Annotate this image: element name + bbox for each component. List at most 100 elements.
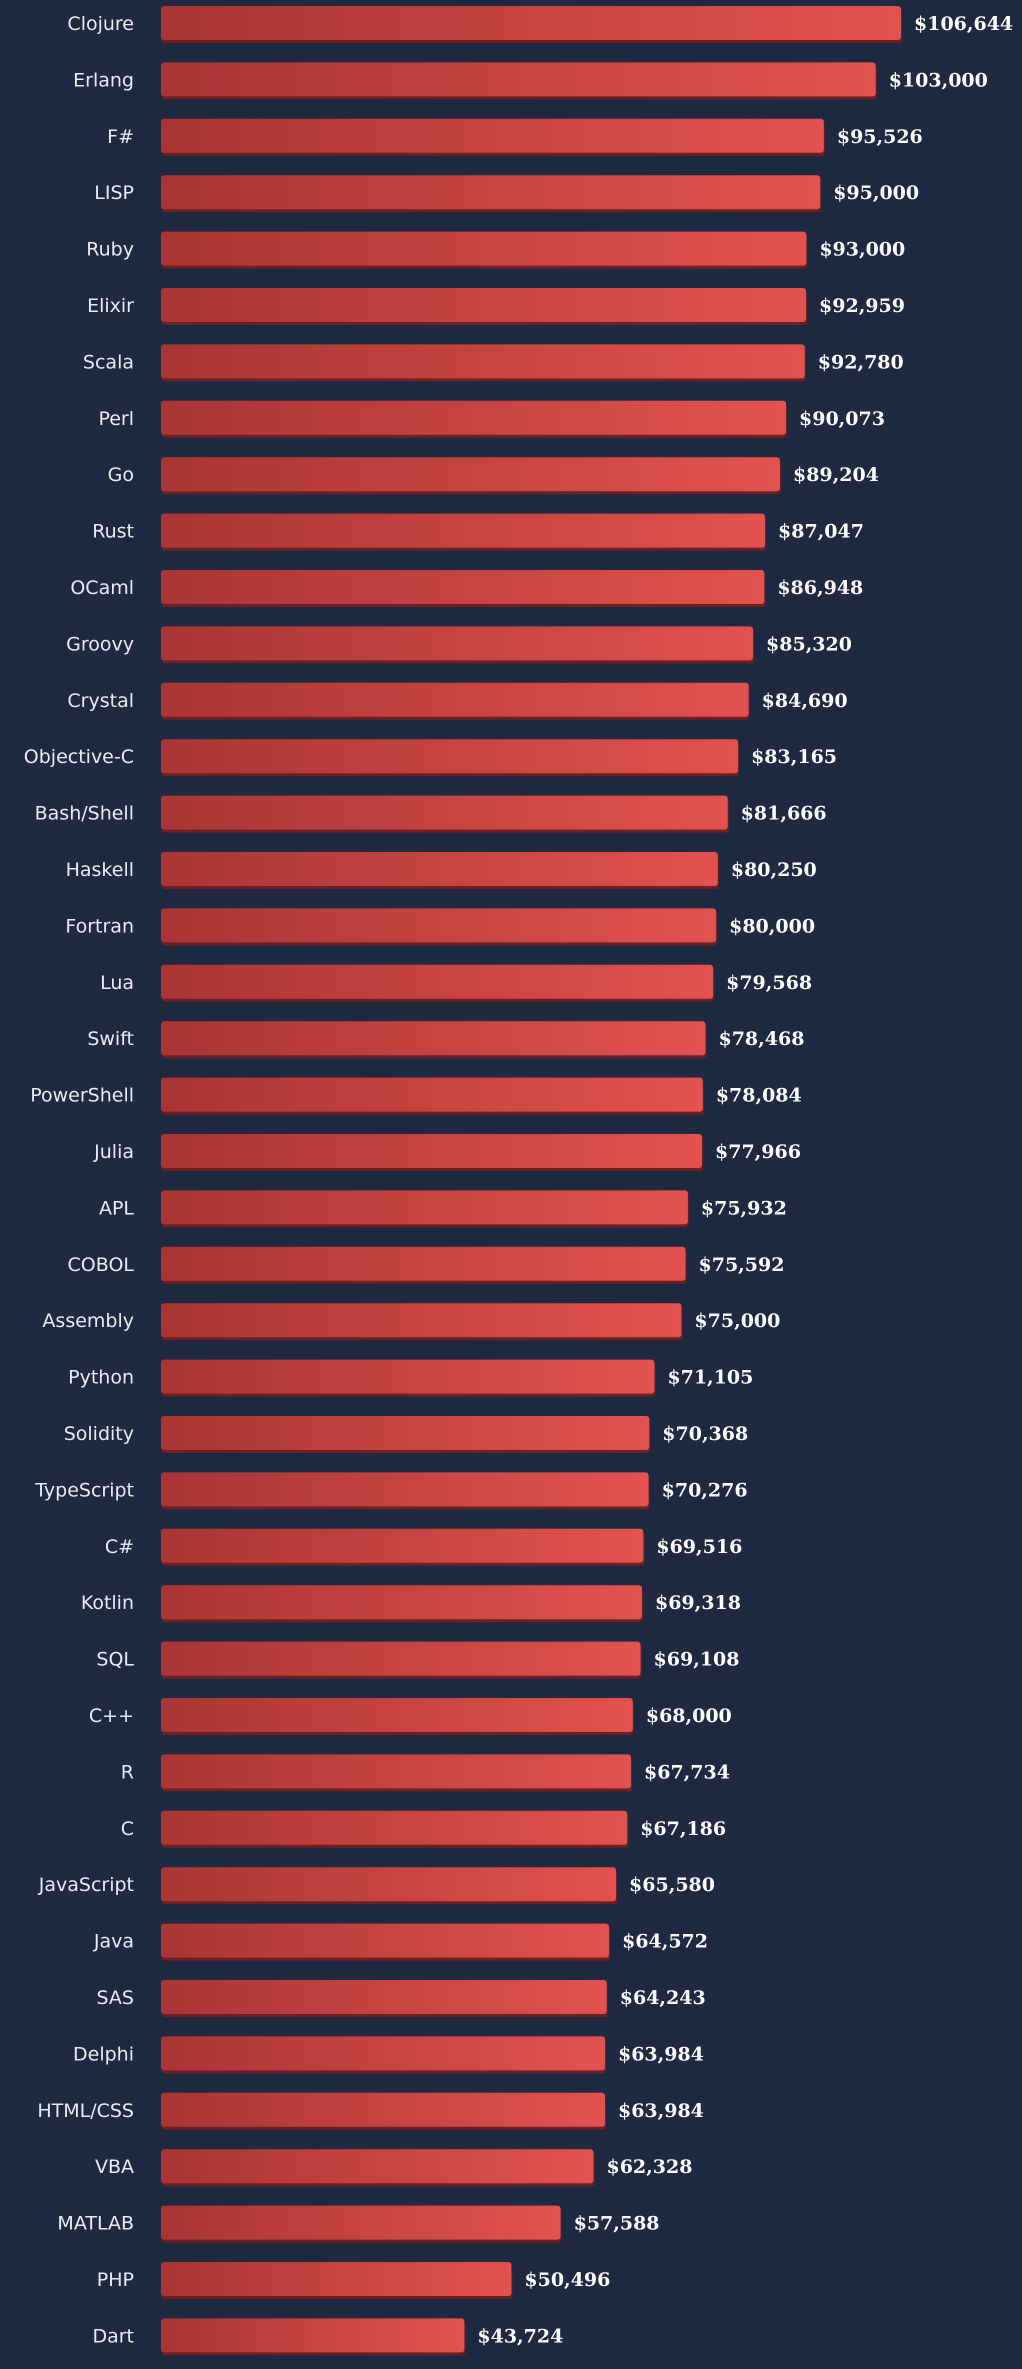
value-label: $63,984	[618, 2100, 704, 2122]
bar	[161, 2205, 561, 2240]
category-label: Scala	[83, 351, 134, 373]
category-label: Solidity	[64, 1423, 134, 1445]
category-label: APL	[99, 1197, 134, 1219]
value-label: $81,666	[741, 803, 827, 825]
value-label: $93,000	[819, 239, 905, 261]
value-label: $75,000	[694, 1310, 780, 1332]
category-label: Erlang	[73, 69, 134, 91]
value-label: $50,496	[524, 2269, 610, 2291]
value-label: $80,000	[729, 915, 815, 937]
bar	[161, 62, 876, 97]
value-label: $103,000	[889, 69, 988, 91]
value-label: $80,250	[731, 859, 817, 881]
category-label: JavaScript	[38, 1874, 134, 1896]
bar	[161, 1923, 610, 1958]
bar	[161, 231, 807, 266]
category-label: VBA	[95, 2156, 134, 2178]
category-label: PHP	[97, 2269, 134, 2291]
value-label: $70,276	[662, 1479, 748, 1501]
bar	[161, 1980, 607, 2014]
value-label: $89,204	[793, 464, 879, 486]
value-label: $63,984	[618, 2043, 704, 2065]
bar	[161, 118, 824, 153]
category-label: Java	[93, 1931, 134, 1953]
value-label: $86,948	[777, 577, 863, 599]
category-label: PowerShell	[30, 1085, 134, 1107]
bar	[161, 1472, 649, 1507]
value-label: $64,572	[622, 1931, 708, 1953]
category-label: Bash/Shell	[35, 803, 134, 825]
bar	[161, 2092, 605, 2127]
bar	[161, 6, 901, 40]
bar	[161, 795, 728, 830]
value-label: $75,932	[701, 1197, 787, 1219]
value-label: $62,328	[606, 2156, 692, 2178]
value-label: $69,516	[656, 1536, 742, 1558]
category-label: C	[121, 1818, 134, 1840]
value-label: $84,690	[762, 690, 848, 712]
bar	[161, 513, 766, 548]
category-label: Julia	[93, 1141, 134, 1163]
bar	[161, 1246, 686, 1281]
category-label: Haskell	[66, 859, 134, 881]
value-label: $95,526	[837, 126, 923, 148]
value-label: $92,959	[819, 295, 905, 317]
bar	[161, 2036, 605, 2071]
bar	[161, 1359, 655, 1394]
category-label: Crystal	[67, 690, 134, 712]
bar	[161, 1416, 650, 1450]
value-label: $85,320	[766, 633, 852, 655]
bar	[161, 2149, 594, 2184]
category-label: Fortran	[65, 915, 134, 937]
value-label: $87,047	[778, 521, 864, 543]
value-label: $83,165	[751, 746, 837, 768]
value-label: $65,580	[629, 1874, 715, 1896]
bar	[161, 570, 765, 604]
category-label: R	[121, 1761, 134, 1783]
value-label: $78,084	[716, 1085, 802, 1107]
category-label: Lua	[100, 972, 134, 994]
category-label: Python	[68, 1367, 134, 1389]
category-label: Delphi	[73, 2043, 134, 2065]
category-label: Assembly	[42, 1310, 134, 1332]
category-label: F#	[107, 126, 134, 148]
bar	[161, 1134, 703, 1168]
bar	[161, 626, 754, 661]
bars-group: Clojure $106,644 Erlang $103,000 F# $95,526 LI…	[24, 6, 1013, 2356]
category-label: Go	[108, 464, 134, 486]
category-label: SQL	[96, 1649, 134, 1671]
bar	[161, 1754, 632, 1789]
value-label: $75,592	[699, 1254, 785, 1276]
category-label: Kotlin	[81, 1592, 134, 1614]
category-label: Ruby	[86, 239, 134, 261]
category-label: MATLAB	[57, 2213, 134, 2235]
category-label: Clojure	[67, 13, 134, 35]
category-label: LISP	[94, 182, 134, 204]
bar	[161, 288, 807, 322]
bar	[161, 1303, 682, 1338]
value-label: $43,724	[477, 2325, 563, 2347]
bar	[161, 1021, 706, 1056]
category-label: Elixir	[87, 295, 134, 317]
value-label: $71,105	[667, 1367, 753, 1389]
bar	[161, 175, 821, 210]
bar	[161, 2262, 512, 2296]
category-label: TypeScript	[34, 1479, 134, 1501]
value-label: $77,966	[715, 1141, 801, 1163]
bar	[161, 682, 749, 717]
bar	[161, 400, 787, 435]
value-label: $90,073	[799, 408, 885, 430]
value-label: $79,568	[726, 972, 812, 994]
value-label: $68,000	[646, 1705, 732, 1727]
category-label: SAS	[97, 1987, 134, 2009]
category-label: Swift	[87, 1028, 134, 1050]
category-label: HTML/CSS	[37, 2100, 134, 2122]
category-label: Groovy	[66, 633, 134, 655]
value-label: $92,780	[818, 351, 904, 373]
value-label: $95,000	[833, 182, 919, 204]
value-label: $69,318	[655, 1592, 741, 1614]
category-label: Objective-C	[24, 746, 134, 768]
category-label: Rust	[92, 521, 134, 543]
bar	[161, 1641, 641, 1676]
